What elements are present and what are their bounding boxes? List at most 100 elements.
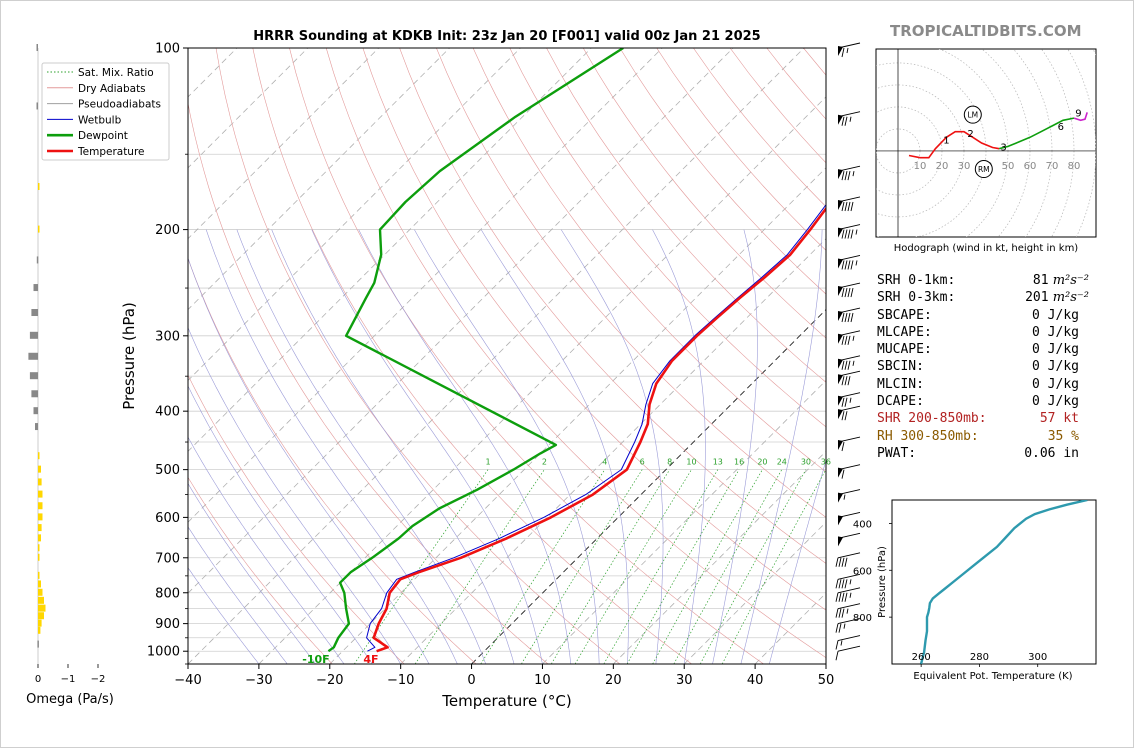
wind-barb-half-feather — [855, 260, 858, 266]
wind-barb-feather — [841, 469, 845, 479]
storm-motion-markers: LM RM — [963, 105, 993, 179]
wind-barb — [835, 573, 861, 589]
omega-axis-label: Omega (Pa/s) — [26, 692, 114, 707]
pseudoadiabat-line — [271, 229, 515, 664]
hodograph-ring-label: 70 — [1046, 161, 1059, 172]
omega-bar — [38, 524, 42, 532]
wind-barb-flag — [838, 169, 843, 180]
mixing-ratio-line — [626, 469, 740, 664]
wind-barb — [835, 618, 861, 633]
hodograph-height-label: 6 — [1058, 122, 1064, 133]
theta-e-y-tick-label: 400 — [853, 519, 872, 530]
dry-adiabat-line — [582, 48, 826, 339]
temperature-tick-label: −10 — [387, 673, 414, 688]
isotherm-line — [542, 379, 826, 664]
omega-bar — [37, 640, 39, 648]
omega-bar — [38, 490, 43, 498]
pressure-tick-label: 200 — [155, 223, 180, 238]
omega-bar — [36, 44, 38, 51]
zero-isotherm-line — [471, 308, 826, 664]
parameter-unit: m²s⁻² — [1048, 290, 1089, 306]
wind-barb-flag — [838, 395, 843, 406]
wind-barb-feather — [841, 441, 845, 452]
parameter-number: 0 J/kg — [1032, 324, 1079, 340]
omega-bar — [38, 626, 41, 634]
omega-bar — [38, 596, 44, 604]
wind-barb-feather — [844, 579, 848, 589]
isotherm-line — [329, 167, 826, 664]
wind-barb-feather — [847, 201, 851, 212]
parameter-number: 0 J/kg — [1032, 342, 1079, 358]
wind-barb-staff — [837, 552, 861, 559]
wind-barb-feather — [841, 411, 845, 421]
hodograph-ring-label: 80 — [1068, 161, 1081, 172]
wind-barb-feather — [841, 260, 845, 270]
wind-barb-feather — [847, 260, 851, 270]
parameter-number: 0 J/kg — [1032, 394, 1079, 410]
wind-barb-feather — [844, 201, 848, 212]
parameter-number: 0 J/kg — [1032, 359, 1079, 375]
wind-barb-half-feather — [852, 360, 855, 366]
omega-bar — [28, 352, 38, 360]
hodograph-segment — [1073, 112, 1088, 122]
isotherm-line — [188, 48, 309, 169]
wind-barb-feather — [841, 397, 845, 407]
wind-barb-feather — [838, 592, 842, 602]
wind-barb-half-feather — [846, 47, 849, 54]
wind-barb-half-feather — [852, 171, 855, 177]
mixing-ratio-line — [521, 469, 643, 664]
omega-bar — [31, 390, 38, 398]
omega-bar — [38, 478, 42, 486]
dry-adiabat-line — [546, 48, 826, 383]
parameter-label: DCAPE: — [877, 394, 924, 410]
wetbulb-line — [366, 204, 826, 652]
parameter-label: RH 300-850mb: — [877, 428, 979, 444]
temperature-tick-label: −40 — [174, 673, 201, 688]
wind-barb-feather — [847, 360, 851, 370]
wind-barb-feather — [847, 376, 851, 386]
theta-e-frame — [891, 499, 1097, 665]
wind-barb — [837, 436, 861, 452]
mixing-ratio-label: 2 — [542, 458, 547, 467]
omega-bar — [36, 256, 39, 264]
parameter-label: MUCAPE: — [877, 342, 932, 358]
mixing-ratio-line — [354, 469, 489, 664]
parameter-value: 0 J/kg — [1032, 307, 1079, 324]
wind-barb — [837, 196, 861, 212]
pressure-tick-labels: 100 200 300 400 500 600 700 800 900 1000 — [147, 42, 188, 665]
parameter-number: 0 J/kg — [1032, 376, 1079, 392]
sounding-parameters: SRH 0-1km: 81 m²s⁻² SRH 0-3km: 201 m²s⁻² SBC… — [877, 272, 1107, 462]
pseudoadiabat-line — [188, 482, 316, 664]
wind-barbs — [835, 42, 861, 661]
wind-barb-feather — [847, 287, 851, 298]
wind-barb-staff — [837, 573, 861, 580]
site-brand[interactable]: TROPICALTIDBITS.COM — [890, 22, 1082, 40]
wind-barb-flag — [838, 199, 843, 210]
isotherm-line — [188, 48, 663, 523]
omega-bar — [38, 571, 40, 579]
omega-bar — [38, 604, 46, 612]
wind-barb — [837, 165, 861, 181]
dry-adiabat-line — [472, 48, 826, 473]
dry-adiabat-lines — [188, 48, 826, 664]
wind-barb-staff — [837, 618, 861, 625]
parameter-row: DCAPE: 0 J/kg — [877, 393, 1107, 410]
wind-barb-half-feather — [852, 335, 855, 341]
theta-e-tick-labels: 260 280 300 400 600 800 — [853, 519, 1047, 667]
parameter-value: 35 % — [1048, 428, 1079, 445]
dry-adiabat-line — [509, 48, 826, 428]
wind-barb-flag — [838, 374, 843, 385]
omega-bar — [38, 544, 40, 552]
pressure-tick-label: 1000 — [147, 645, 180, 660]
omega-bar — [38, 580, 41, 588]
wind-barb-feather — [841, 287, 845, 298]
pseudoadiabat-line — [769, 459, 826, 664]
mixing-ratio-line — [480, 469, 606, 664]
mixing-ratio-label: 16 — [734, 458, 744, 467]
wind-barb-feather — [835, 557, 839, 567]
parameter-value: 201 m²s⁻² — [1025, 289, 1089, 306]
parameter-number: 0 J/kg — [1032, 307, 1079, 323]
wind-barb — [837, 111, 861, 126]
wind-barb-flag — [838, 409, 843, 420]
omega-bar — [38, 513, 43, 521]
